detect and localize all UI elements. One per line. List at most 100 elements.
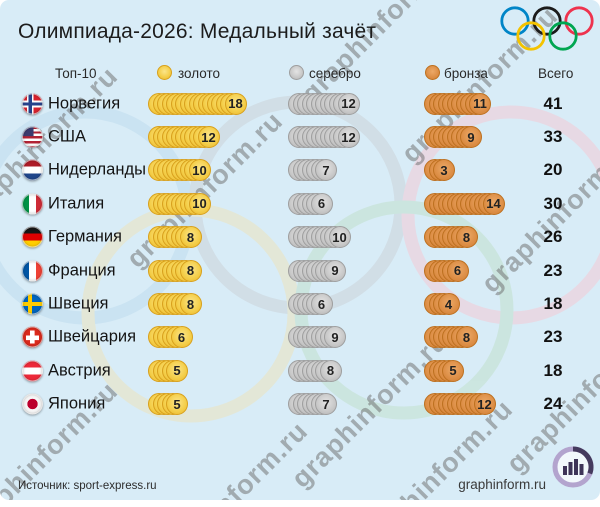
country-name: Швейцария (48, 327, 137, 346)
silver-medal-stack: 8 (288, 359, 342, 382)
italy-flag-icon (22, 193, 43, 215)
bronze-medal-stack: 5 (424, 359, 464, 382)
medal-coin: 5 (442, 359, 464, 382)
silver-medal-stack: 9 (288, 326, 346, 349)
page-title: Олимпиада-2026: Медальный зачёт (18, 20, 377, 43)
gold-legend-icon (157, 65, 172, 80)
medal-coin: 18 (224, 92, 247, 115)
silver-medal-stack: 7 (288, 159, 337, 182)
medal-coin: 9 (460, 126, 482, 149)
medal-table: Норвегия 18 12 11 41 США 12 12 9 33 Нидерланды 10 7 3… (0, 87, 600, 421)
country-name: Норвегия (48, 94, 121, 113)
austria-flag-icon (22, 360, 43, 382)
medal-coin: 8 (179, 293, 202, 316)
medal-coin: 9 (324, 326, 346, 349)
netherlands-flag-icon (22, 159, 43, 181)
silver-medal-stack: 7 (288, 393, 337, 416)
bronze-legend-label: бронза (444, 66, 488, 81)
top10-label: Топ-10 (55, 66, 97, 81)
medal-coin: 5 (166, 359, 188, 382)
country-name: Германия (48, 227, 122, 246)
bronze-medal-stack: 14 (424, 192, 505, 215)
silver-medal-stack: 6 (288, 192, 333, 215)
medal-coin: 5 (166, 393, 188, 416)
medal-coin: 8 (179, 226, 202, 249)
medal-row: Норвегия 18 12 11 41 (0, 87, 600, 120)
country-name: Япония (48, 394, 106, 413)
medal-coin: 10 (328, 226, 351, 249)
medal-coin: 7 (315, 393, 337, 416)
medal-row: Италия 10 6 14 30 (0, 187, 600, 220)
medal-coin: 11 (469, 92, 491, 115)
silver-medal-stack: 9 (288, 259, 346, 282)
norway-flag-icon (22, 93, 43, 115)
medal-coin: 3 (433, 159, 455, 182)
gold-legend-label: золото (178, 66, 221, 81)
medal-coin: 14 (482, 192, 505, 215)
medal-coin: 9 (324, 259, 346, 282)
gold-medal-stack: 6 (148, 326, 193, 349)
medal-row: Германия 8 10 8 26 (0, 221, 600, 254)
gold-medal-stack: 8 (148, 226, 202, 249)
gold-medal-stack: 18 (148, 92, 247, 115)
country-name: Швеция (48, 294, 109, 313)
source-note: Источник: sport-express.ru (18, 480, 157, 492)
medal-row: Швейцария 6 9 8 23 (0, 321, 600, 354)
silver-medal-stack: 12 (288, 92, 360, 115)
medal-coin: 8 (455, 226, 478, 249)
total-value: 23 (543, 327, 563, 347)
gold-medal-stack: 10 (148, 159, 211, 182)
total-value: 23 (543, 260, 563, 280)
total-value: 30 (543, 193, 563, 213)
bronze-medal-stack: 8 (424, 326, 478, 349)
gold-medal-stack: 8 (148, 293, 202, 316)
medal-coin: 8 (179, 259, 202, 282)
country-name: Италия (48, 194, 105, 213)
total-value: 26 (543, 227, 563, 247)
medal-row: США 12 12 9 33 (0, 120, 600, 153)
total-value: 24 (543, 394, 563, 414)
brand-name: graphinform.ru (458, 477, 546, 492)
bronze-legend-icon (425, 65, 440, 80)
medal-coin: 10 (188, 192, 211, 215)
medal-row: Швеция 8 6 4 18 (0, 287, 600, 320)
bronze-medal-stack: 9 (424, 126, 482, 149)
gold-medal-stack: 12 (148, 126, 220, 149)
medal-coin: 6 (310, 192, 333, 215)
country-name: Франция (48, 261, 116, 280)
total-value: 33 (543, 127, 563, 147)
medal-row: Нидерланды 10 7 3 20 (0, 154, 600, 187)
silver-medal-stack: 6 (288, 293, 333, 316)
bronze-medal-stack: 11 (424, 92, 491, 115)
switzerland-flag-icon (22, 326, 43, 348)
medal-coin: 12 (337, 92, 360, 115)
gold-medal-stack: 10 (148, 192, 211, 215)
bronze-medal-stack: 3 (424, 159, 455, 182)
medal-row: Япония 5 7 12 24 (0, 388, 600, 421)
bronze-medal-stack: 4 (424, 293, 460, 316)
medal-coin: 6 (446, 259, 469, 282)
silver-medal-stack: 12 (288, 126, 360, 149)
medal-coin: 8 (319, 359, 342, 382)
japan-flag-icon (22, 393, 43, 415)
bronze-medal-stack: 6 (424, 259, 469, 282)
bronze-medal-stack: 8 (424, 226, 478, 249)
germany-flag-icon (22, 226, 43, 248)
country-name: Австрия (48, 361, 111, 380)
medal-row: Франция 8 9 6 23 (0, 254, 600, 287)
sweden-flag-icon (22, 293, 43, 315)
total-value: 18 (543, 360, 563, 380)
medal-coin: 6 (170, 326, 193, 349)
usa-flag-icon (22, 126, 43, 148)
gold-medal-stack: 5 (148, 393, 188, 416)
france-flag-icon (22, 260, 43, 282)
gold-medal-stack: 8 (148, 259, 202, 282)
medal-coin: 12 (337, 126, 360, 149)
medal-row: Австрия 5 8 5 18 (0, 354, 600, 387)
total-value: 41 (543, 93, 563, 113)
olympic-rings-icon (500, 6, 594, 51)
medal-coin: 12 (473, 393, 496, 416)
gold-medal-stack: 5 (148, 359, 188, 382)
total-column-label: Всего (538, 66, 574, 81)
